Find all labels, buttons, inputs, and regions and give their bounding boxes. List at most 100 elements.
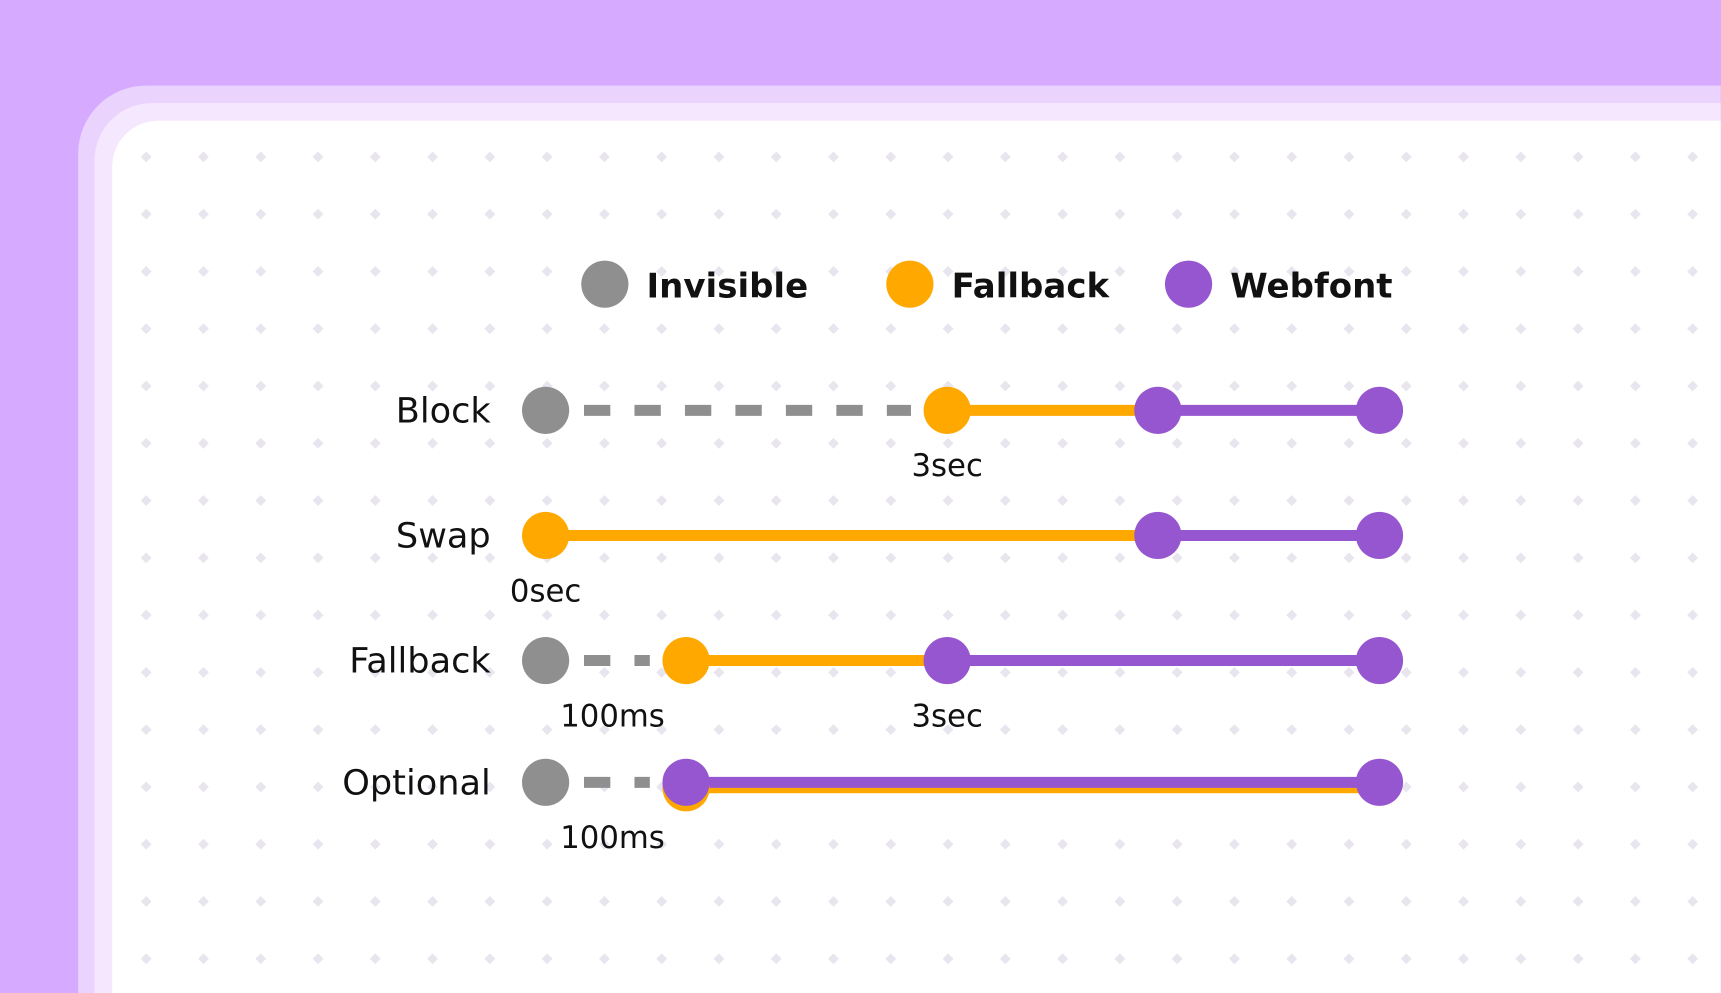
grid-dot xyxy=(1057,552,1069,564)
grid-dot xyxy=(1629,609,1641,621)
node-webfont-end xyxy=(1355,386,1404,434)
grid-dot xyxy=(656,266,668,277)
grid-dot xyxy=(828,437,839,449)
grid-dot xyxy=(598,380,610,392)
grid-dot xyxy=(198,151,209,163)
grid-dot xyxy=(828,953,839,965)
grid-dot xyxy=(1229,724,1240,736)
grid-dot xyxy=(1572,323,1584,335)
grid-dot xyxy=(484,552,496,564)
grid-dot xyxy=(484,953,496,965)
grid-dot xyxy=(1229,609,1240,621)
grid-dot xyxy=(198,208,209,220)
grid-dot xyxy=(140,838,152,850)
grid-dot xyxy=(713,838,725,850)
grid-dot xyxy=(369,953,381,965)
row-label: Optional xyxy=(342,762,490,803)
grid-dot xyxy=(770,208,782,220)
grid-dot xyxy=(770,323,782,335)
grid-dot xyxy=(1572,724,1584,736)
grid-dot xyxy=(369,323,381,335)
grid-dot xyxy=(770,151,782,163)
grid-dot xyxy=(484,781,496,793)
grid-dot xyxy=(427,838,439,850)
grid-dot xyxy=(255,495,267,506)
grid-dot xyxy=(1171,552,1183,564)
grid-dot xyxy=(427,724,439,736)
grid-dot xyxy=(1629,266,1641,277)
node-webfont xyxy=(1134,511,1182,560)
grid-dot xyxy=(369,380,381,392)
row-label: Block xyxy=(396,390,492,431)
grid-dot xyxy=(427,552,439,564)
time-label: 3sec xyxy=(912,448,983,484)
grid-dot xyxy=(713,151,725,163)
grid-dot xyxy=(312,953,324,965)
grid-dot xyxy=(598,437,610,449)
grid-dot xyxy=(1687,552,1699,564)
time-label: 3sec xyxy=(912,698,983,734)
grid-dot xyxy=(369,896,381,907)
grid-dot xyxy=(598,552,610,564)
grid-dot xyxy=(1572,208,1584,220)
grid-dot xyxy=(1629,781,1641,793)
grid-dot xyxy=(828,724,839,736)
timeline-rows: Block 3sec Swap 0sec Fallback 100ms 3sec Option… xyxy=(342,386,1404,856)
grid-dot xyxy=(140,552,152,564)
grid-dot xyxy=(1629,380,1641,392)
grid-dot xyxy=(1687,953,1699,965)
grid-dot xyxy=(369,552,381,564)
grid-dot xyxy=(885,953,897,965)
grid-dot xyxy=(1687,495,1699,506)
grid-dot xyxy=(1229,323,1240,335)
grid-dot xyxy=(484,838,496,850)
grid-dot xyxy=(1171,208,1183,220)
grid-dot xyxy=(1171,437,1183,449)
node-fallback xyxy=(662,636,710,685)
grid-dot xyxy=(1572,437,1584,449)
grid-dot xyxy=(656,953,668,965)
grid-dot xyxy=(1572,609,1584,621)
legend-item-invisible: Invisible xyxy=(581,260,808,308)
grid-dot xyxy=(656,151,668,163)
grid-dot xyxy=(770,495,782,506)
grid-dot xyxy=(140,724,152,736)
grid-dot xyxy=(312,151,324,163)
grid-dot xyxy=(828,552,839,564)
grid-dot xyxy=(198,781,209,793)
grid-dot xyxy=(140,896,152,907)
grid-dot xyxy=(1687,380,1699,392)
grid-dot xyxy=(140,781,152,793)
grid-dot xyxy=(140,266,152,277)
grid-dot xyxy=(656,323,668,335)
grid-dot xyxy=(1687,724,1699,736)
grid-dot xyxy=(312,437,324,449)
grid-dot xyxy=(255,781,267,793)
grid-dot xyxy=(484,896,496,907)
grid-dot xyxy=(255,896,267,907)
grid-dot xyxy=(598,323,610,335)
node-invisible xyxy=(522,386,570,434)
grid-dot xyxy=(255,266,267,277)
grid-dot xyxy=(1229,380,1240,392)
legend-swatch xyxy=(1164,260,1213,308)
grid-dot xyxy=(255,838,267,850)
grid-dot xyxy=(828,495,839,506)
grid-dot xyxy=(598,896,610,907)
grid-dot xyxy=(427,781,439,793)
grid-dot xyxy=(255,437,267,449)
grid-dot xyxy=(1687,437,1699,449)
grid-dot xyxy=(1572,838,1584,850)
grid-dot xyxy=(598,609,610,621)
grid-dot xyxy=(1057,838,1069,850)
grid-dot xyxy=(140,323,152,335)
grid-dot xyxy=(1229,896,1240,907)
grid-dot xyxy=(198,323,209,335)
grid-dot xyxy=(770,552,782,564)
grid-dot xyxy=(1171,380,1183,392)
grid-dot xyxy=(656,208,668,220)
grid-dot xyxy=(312,380,324,392)
grid-dot xyxy=(942,896,954,907)
grid-dot xyxy=(828,208,839,220)
grid-dot xyxy=(1229,266,1240,277)
